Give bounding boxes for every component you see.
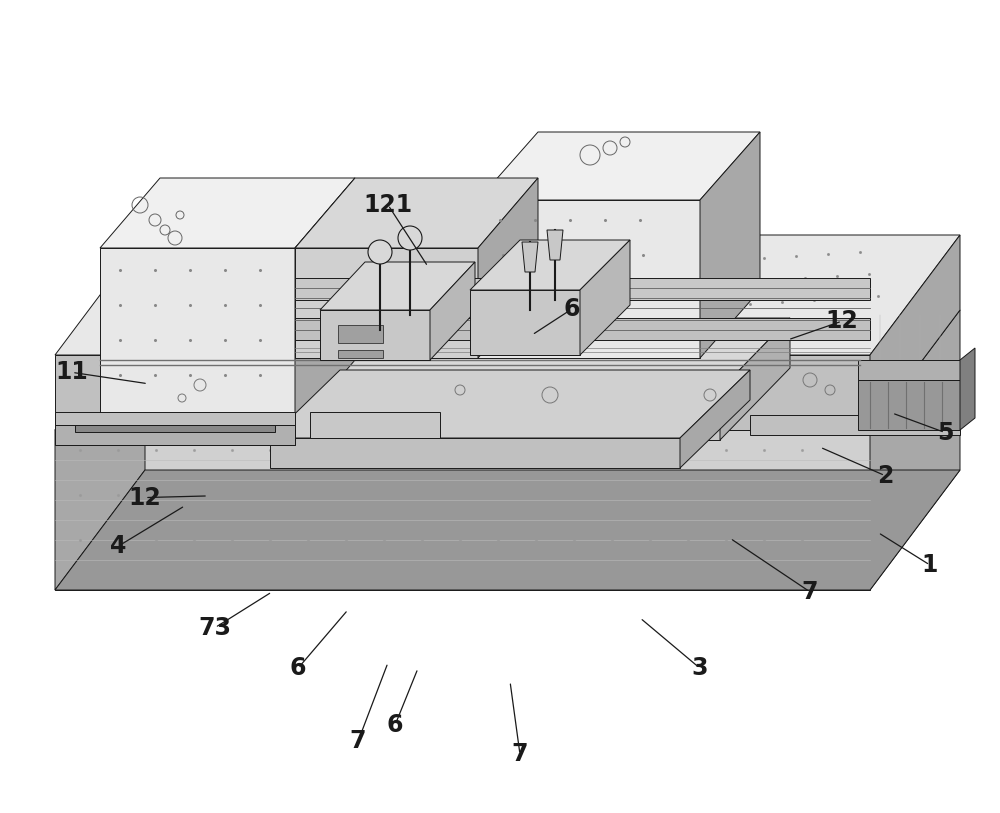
- Polygon shape: [295, 178, 355, 430]
- Text: 12: 12: [129, 485, 161, 510]
- Polygon shape: [750, 415, 960, 435]
- Text: 7: 7: [512, 742, 528, 767]
- Polygon shape: [310, 412, 440, 438]
- Polygon shape: [100, 248, 295, 430]
- Polygon shape: [55, 430, 870, 590]
- Polygon shape: [55, 430, 295, 445]
- Polygon shape: [547, 230, 563, 260]
- Polygon shape: [700, 132, 760, 358]
- Circle shape: [398, 226, 422, 250]
- Polygon shape: [295, 318, 870, 340]
- Polygon shape: [55, 310, 960, 430]
- Text: 121: 121: [363, 193, 413, 217]
- Polygon shape: [55, 470, 960, 590]
- Polygon shape: [870, 310, 960, 590]
- Polygon shape: [960, 348, 975, 430]
- Polygon shape: [55, 425, 295, 445]
- Polygon shape: [478, 132, 760, 200]
- Bar: [338, 350, 383, 358]
- Text: 6: 6: [290, 656, 306, 680]
- Polygon shape: [320, 262, 475, 310]
- Polygon shape: [870, 235, 960, 430]
- Polygon shape: [100, 178, 355, 248]
- Text: 73: 73: [198, 615, 232, 640]
- Polygon shape: [522, 242, 538, 272]
- Polygon shape: [720, 318, 790, 440]
- Polygon shape: [295, 248, 478, 358]
- Text: 11: 11: [56, 360, 88, 385]
- Polygon shape: [680, 370, 750, 468]
- Polygon shape: [430, 262, 475, 360]
- Polygon shape: [320, 310, 430, 360]
- Text: 12: 12: [826, 309, 858, 333]
- Polygon shape: [470, 240, 630, 290]
- Polygon shape: [55, 412, 295, 425]
- Text: 1: 1: [922, 553, 938, 577]
- Polygon shape: [55, 355, 870, 430]
- Bar: [338, 325, 383, 343]
- Text: 4: 4: [110, 534, 126, 559]
- Text: 7: 7: [350, 729, 366, 754]
- Polygon shape: [858, 380, 960, 430]
- Polygon shape: [55, 310, 145, 590]
- Polygon shape: [295, 178, 538, 248]
- Polygon shape: [260, 390, 720, 440]
- Text: 6: 6: [387, 713, 403, 737]
- Text: 5: 5: [937, 420, 953, 445]
- Polygon shape: [75, 425, 275, 432]
- Polygon shape: [270, 370, 750, 438]
- Polygon shape: [295, 278, 870, 300]
- Text: 7: 7: [802, 580, 818, 604]
- Text: 2: 2: [877, 463, 893, 488]
- Text: 3: 3: [692, 656, 708, 680]
- Circle shape: [368, 240, 392, 264]
- Polygon shape: [580, 240, 630, 355]
- Polygon shape: [260, 318, 790, 390]
- Polygon shape: [478, 178, 538, 358]
- Polygon shape: [55, 235, 960, 355]
- Polygon shape: [270, 438, 680, 468]
- Polygon shape: [470, 290, 580, 355]
- Text: 6: 6: [564, 297, 580, 321]
- Polygon shape: [478, 200, 700, 358]
- Polygon shape: [858, 360, 960, 380]
